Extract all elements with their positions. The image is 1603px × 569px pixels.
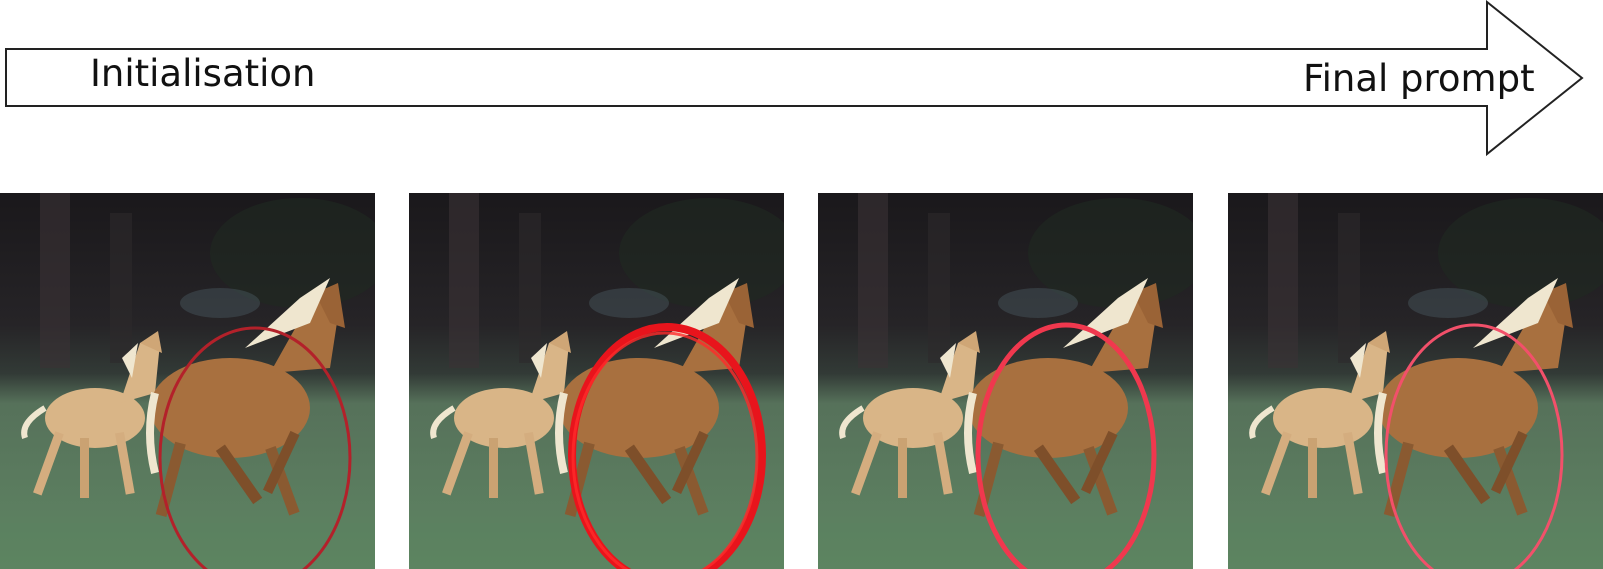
prompt-ellipse <box>158 326 352 569</box>
horse-image <box>0 193 375 569</box>
prompt-ellipse <box>1384 323 1564 569</box>
arrow-start-label: Initialisation <box>90 52 316 95</box>
panel-step-3 <box>818 193 1193 569</box>
panel-step-2 <box>409 193 784 569</box>
panel-step-4 <box>1228 193 1603 569</box>
horse-image <box>818 193 1193 569</box>
horse-image <box>1228 193 1603 569</box>
horse-image <box>409 193 784 569</box>
panel-step-1 <box>0 193 375 569</box>
prompt-ellipse <box>975 322 1157 569</box>
progress-arrow <box>5 0 1584 157</box>
arrow-end-label: Final prompt <box>1303 57 1535 100</box>
